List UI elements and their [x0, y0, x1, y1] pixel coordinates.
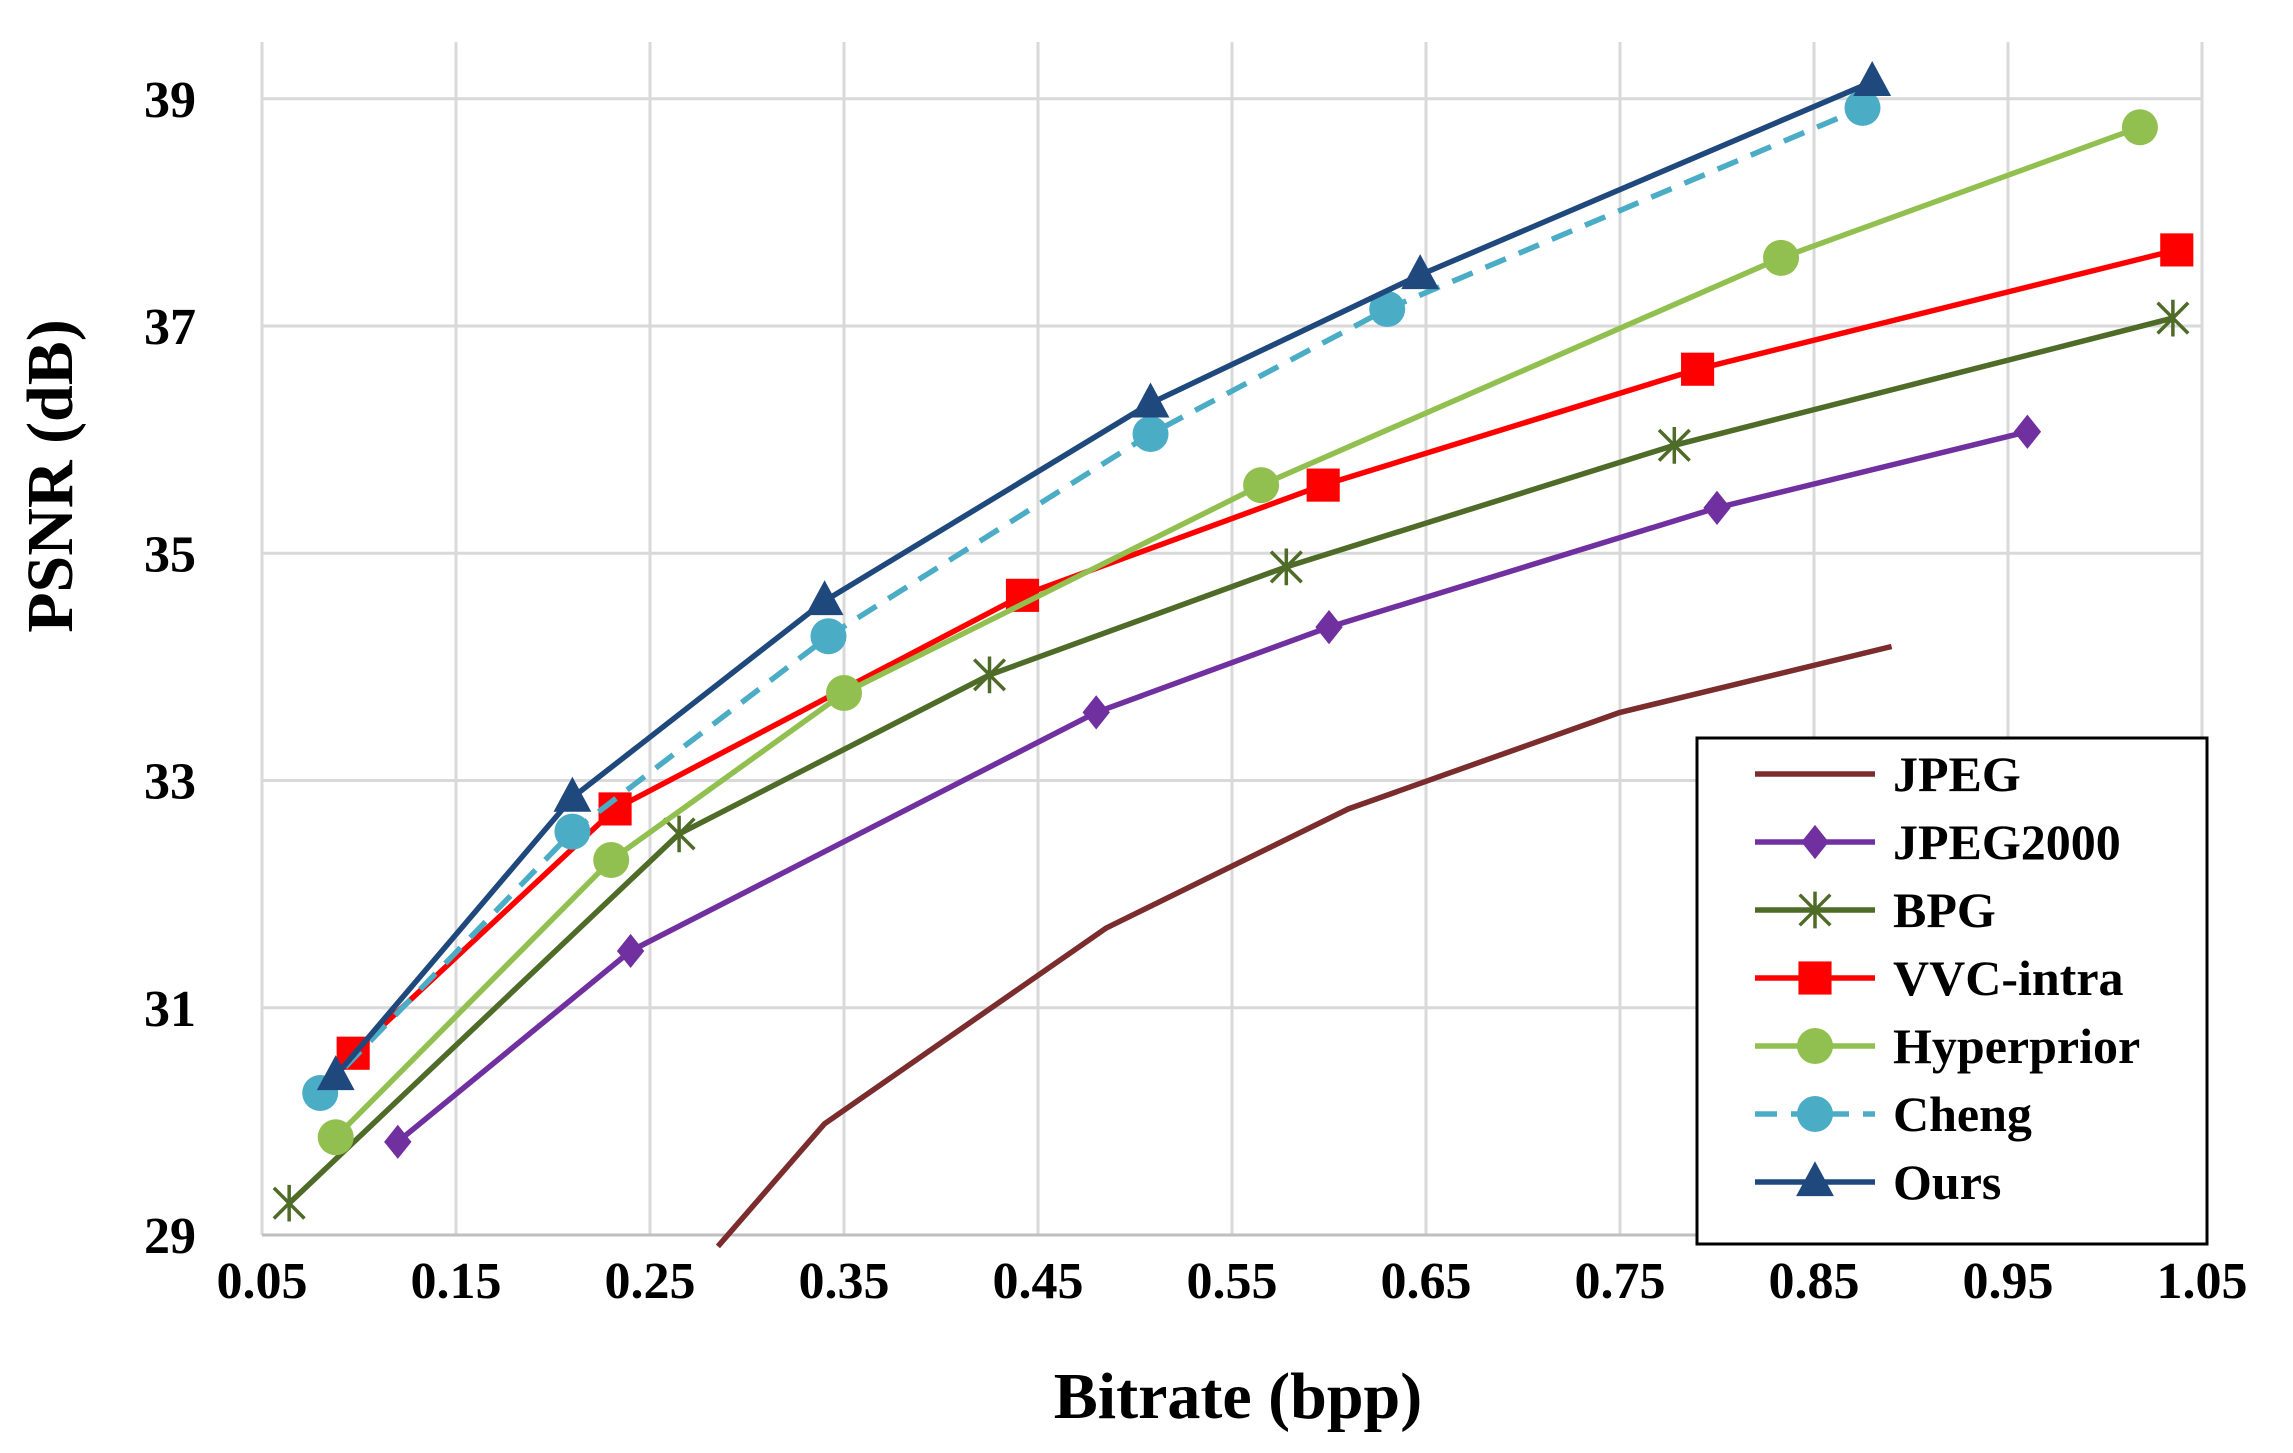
data-point: [1401, 254, 1440, 290]
x-axis-title: Bitrate (bpp): [1054, 1360, 1422, 1433]
data-point: [1853, 60, 1892, 96]
legend-label: VVC-intra: [1893, 950, 2124, 1006]
legend-entry: JPEG: [1755, 746, 2021, 802]
data-point: [593, 842, 630, 879]
legend-label: BPG: [1893, 882, 1996, 938]
legend-swatch-marker: [1796, 1161, 1834, 1197]
legend-swatch-marker: [1798, 961, 1832, 995]
x-tick-label: 0.15: [411, 1253, 502, 1310]
x-tick-label: 0.85: [1769, 1253, 1860, 1310]
series-line: [715, 643, 1893, 1249]
y-axis-title: PSNR (dB): [14, 319, 87, 633]
legend-swatch-marker: [1797, 1096, 1833, 1132]
x-tick-label: 0.25: [605, 1253, 696, 1310]
legend-entry: VVC-intra: [1755, 950, 2124, 1006]
legend-entry: BPG: [1755, 882, 1996, 938]
data-point: [384, 1124, 412, 1159]
y-tick-label: 33: [144, 754, 196, 811]
x-tick-label: 0.35: [799, 1253, 890, 1310]
legend: JPEG JPEG2000 BPG VVC-intra Hyperprior Cheng O…: [1695, 736, 2209, 1246]
legend-label: Hyperprior: [1893, 1018, 2140, 1074]
series-line: [396, 429, 2029, 1144]
x-tick-label: 0.05: [217, 1253, 308, 1310]
series-line: [287, 315, 2174, 1206]
data-point: [2156, 299, 2190, 337]
legend-swatch-marker: [1798, 891, 1832, 929]
data-point: [1243, 467, 1280, 504]
data-point: [972, 656, 1007, 694]
data-point: [1369, 291, 1406, 328]
data-point: [1703, 490, 1731, 525]
data-point: [810, 618, 847, 655]
series-bpg: [272, 299, 2190, 1222]
x-tick-label: 0.65: [1381, 1253, 1472, 1310]
series-hyperprior: [317, 109, 2158, 1156]
legend-label: Cheng: [1893, 1086, 2032, 1142]
data-point: [272, 1184, 306, 1222]
y-tick-label: 31: [144, 981, 196, 1038]
series-ours: [316, 60, 1892, 1091]
legend-label: JPEG: [1893, 746, 2021, 802]
y-tick-label: 35: [144, 526, 196, 583]
data-point: [1657, 426, 1691, 464]
legend-box: [1695, 736, 2209, 1246]
data-point: [1763, 239, 1800, 276]
data-point: [2013, 414, 2042, 449]
data-point: [2121, 109, 2158, 146]
data-point: [1132, 415, 1169, 452]
x-tick-label: 1.05: [2157, 1253, 2248, 1310]
data-point: [1315, 610, 1343, 645]
legend-swatch-marker: [1797, 1028, 1833, 1064]
data-point: [554, 813, 591, 850]
legend-entry: Ours: [1755, 1154, 2001, 1210]
data-point: [2160, 233, 2194, 267]
series-group: [272, 60, 2194, 1249]
data-point: [1306, 468, 1340, 502]
legend-label: Ours: [1893, 1154, 2001, 1210]
x-tick-label: 0.55: [1187, 1253, 1278, 1310]
series-line: [333, 124, 2141, 1140]
series-jpeg2000: [384, 414, 2042, 1159]
y-tick-label: 39: [144, 72, 196, 129]
series-line: [333, 79, 1874, 1078]
legend-entry: Hyperprior: [1755, 1018, 2140, 1074]
x-tick-label: 0.75: [1575, 1253, 1666, 1310]
y-tick-labels: 29 31 33 35 37 39: [144, 72, 196, 1265]
y-tick-label: 37: [144, 299, 196, 356]
x-tick-label: 0.95: [1963, 1253, 2054, 1310]
data-point: [553, 776, 592, 812]
legend-entry: JPEG2000: [1755, 814, 2121, 870]
data-point: [616, 933, 645, 969]
data-point: [805, 580, 844, 616]
data-point: [1082, 695, 1110, 730]
data-point: [316, 1055, 355, 1091]
data-point: [1844, 89, 1881, 126]
data-point: [317, 1119, 354, 1156]
data-point: [1269, 548, 1303, 586]
series-jpeg: [715, 643, 1893, 1249]
y-tick-label: 29: [144, 1208, 196, 1265]
x-tick-label: 0.45: [993, 1253, 1084, 1310]
series-line: [318, 105, 1864, 1095]
legend-label: JPEG2000: [1893, 814, 2121, 870]
legend-swatch-marker: [1801, 824, 1829, 860]
data-point: [1681, 352, 1715, 386]
data-point: [662, 815, 696, 853]
legend-entry: Cheng: [1755, 1086, 2032, 1142]
data-point: [1131, 382, 1170, 418]
x-tick-labels: 0.05 0.15 0.25 0.35 0.45 0.55 0.65 0.75 0.85 0.95…: [217, 1253, 2248, 1310]
data-point: [826, 675, 862, 712]
series-cheng: [302, 89, 1881, 1111]
